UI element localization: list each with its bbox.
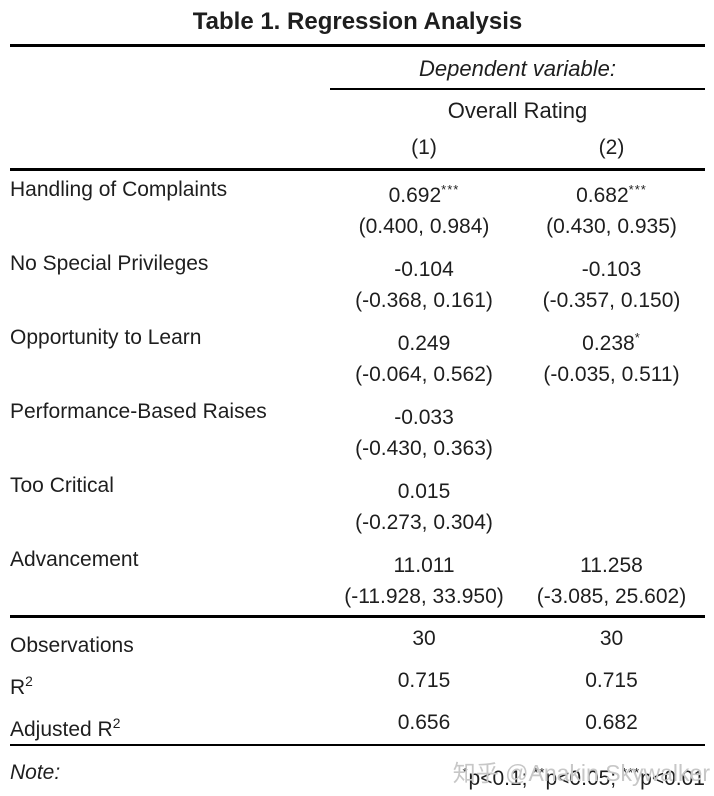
confidence-interval: (-0.368, 0.161) [355, 289, 493, 312]
confidence-interval: (0.400, 0.984) [358, 215, 490, 238]
confidence-interval: (-0.430, 0.363) [355, 437, 493, 460]
coefficient-value: -0.033 [394, 406, 454, 429]
header-rule [10, 168, 705, 171]
dependent-variable-name: Overall Rating [447, 98, 588, 123]
confidence-interval: (-0.273, 0.304) [355, 511, 493, 534]
coefficient-cell: -0.103 (-0.357, 0.150) [518, 245, 705, 319]
coefficient-value: 0.015 [397, 480, 451, 503]
coef-row-advancement: Advancement 11.011 (-11.928, 33.950) 11.… [10, 541, 705, 615]
note-label: Note: [10, 761, 61, 784]
stats-rule [10, 615, 705, 618]
variable-label: Opportunity to Learn [10, 326, 202, 349]
variable-label: No Special Privileges [10, 252, 209, 275]
coefficient-cell: 0.682*** (0.430, 0.935) [518, 171, 705, 245]
stat-label: Observations [10, 634, 134, 657]
coefficient-value: 0.249 [397, 332, 451, 355]
coefficient-value: 0.682 [576, 184, 629, 207]
stats-row-observations: Observations 30 30 [10, 618, 705, 660]
coefficient-value: 11.011 [393, 554, 455, 577]
stats-row-adjusted-r-squared: Adjusted R2 0.656 0.682 [10, 702, 705, 744]
column-number-row: (1) (2) [330, 130, 705, 168]
coefficient-cell: 11.258 (-3.085, 25.602) [518, 541, 705, 615]
confidence-interval: (-0.035, 0.511) [543, 363, 680, 386]
column-label-2: (2) [598, 136, 625, 159]
dependent-variable-rule [330, 88, 705, 90]
note-text: *p<0.1; **p<0.05; ***p<0.01 [462, 753, 705, 796]
confidence-interval [518, 504, 705, 541]
variable-label: Advancement [10, 548, 139, 571]
table-title: Table 1. Regression Analysis [192, 8, 523, 35]
confidence-interval [518, 430, 705, 467]
stat-label: R2 [10, 673, 33, 699]
significance-stars: * [634, 330, 641, 345]
note-threshold: p<0.1; [468, 767, 534, 790]
coefficient-cell: -0.104 (-0.368, 0.161) [330, 245, 518, 319]
confidence-interval: (0.430, 0.935) [546, 215, 677, 238]
stat-value: 0.656 [397, 711, 451, 734]
note-threshold: p<0.05; [545, 767, 622, 790]
variable-label: Too Critical [10, 474, 114, 497]
significance-stars: *** [621, 765, 641, 780]
stat-value: 0.715 [585, 669, 638, 692]
stat-label-superscript: 2 [25, 673, 33, 689]
stat-value: 30 [599, 627, 624, 650]
confidence-interval: (-0.357, 0.150) [542, 289, 681, 312]
coefficient-value: 0.238 [582, 332, 635, 355]
stat-value: 30 [412, 627, 436, 650]
significance-stars: * [462, 765, 469, 780]
coefficient-cell: 0.249 (-0.064, 0.562) [330, 319, 518, 393]
coefficient-cell: -0.033 (-0.430, 0.363) [330, 393, 518, 467]
coefficient-cell: 11.011 (-11.928, 33.950) [330, 541, 518, 615]
coefficient-cell [518, 467, 705, 541]
confidence-interval: (-3.085, 25.602) [536, 585, 687, 608]
significance-stars: *** [441, 182, 460, 197]
note-row: Note: *p<0.1; **p<0.05; ***p<0.01 [10, 746, 705, 796]
confidence-interval: (-11.928, 33.950) [344, 585, 504, 608]
coefficient-value: 0.692 [388, 184, 442, 207]
coefficient-cell: 0.015 (-0.273, 0.304) [330, 467, 518, 541]
coefficient-value: -0.104 [394, 258, 454, 281]
stat-value: 0.682 [585, 711, 638, 734]
coefficient-cell [518, 393, 705, 467]
note-threshold: p<0.01 [640, 767, 705, 790]
variable-label: Performance-Based Raises [10, 400, 267, 423]
coef-row-handling-of-complaints: Handling of Complaints 0.692*** (0.400, … [10, 171, 705, 245]
coefficient-cell: 0.692*** (0.400, 0.984) [330, 171, 518, 245]
coef-row-opportunity-to-learn: Opportunity to Learn 0.249 (-0.064, 0.56… [10, 319, 705, 393]
coefficient-value: -0.103 [581, 258, 642, 281]
stats-row-r-squared: R2 0.715 0.715 [10, 660, 705, 702]
column-label-1: (1) [411, 136, 437, 159]
top-rule [10, 44, 705, 47]
significance-stars: *** [628, 182, 647, 197]
coef-row-too-critical: Too Critical 0.015 (-0.273, 0.304) [10, 467, 705, 541]
dependent-variable-label: Dependent variable: [419, 56, 616, 81]
stat-label: Adjusted R2 [10, 715, 121, 741]
variable-label: Handling of Complaints [10, 178, 228, 201]
significance-stars: ** [533, 765, 546, 780]
confidence-interval: (-0.064, 0.562) [355, 363, 493, 386]
dependent-variable-block: Dependent variable: Overall Rating (1) (… [330, 47, 705, 168]
note-rule [10, 744, 705, 746]
coefficient-value: 11.258 [580, 554, 643, 577]
coef-row-performance-based-raises: Performance-Based Raises -0.033 (-0.430,… [10, 393, 705, 467]
stat-label-superscript: 2 [112, 715, 121, 731]
stat-value: 0.715 [397, 669, 451, 692]
coef-row-no-special-privileges: No Special Privileges -0.104 (-0.368, 0.… [10, 245, 705, 319]
coefficient-cell: 0.238* (-0.035, 0.511) [518, 319, 705, 393]
